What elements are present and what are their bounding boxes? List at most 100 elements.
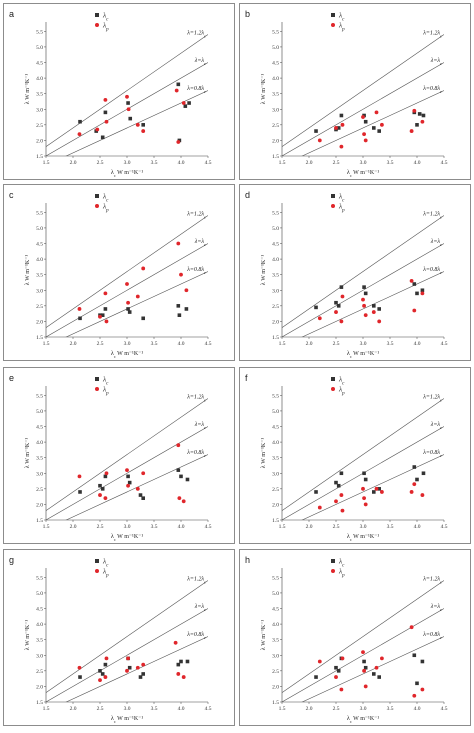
point-lambda-p — [126, 107, 131, 112]
x-axis-title: λc W m⁻¹K⁻¹ — [111, 351, 144, 359]
legend-marker-lambda-c — [95, 377, 99, 381]
point-lambda-c — [412, 653, 417, 658]
y-tick-label: 2.0 — [272, 138, 279, 144]
point-lambda-c — [314, 675, 318, 679]
reference-line-label: λ=1.2λc — [186, 211, 206, 219]
y-tick-label: 5.0 — [272, 226, 279, 232]
panel-letter: a — [9, 9, 14, 19]
x-tick-label: 1.5 — [43, 706, 50, 712]
y-tick-label: 4.0 — [272, 440, 279, 446]
reference-line-label: λ=λc — [430, 604, 442, 612]
x-tick-label: 3.5 — [387, 341, 394, 347]
panel-h: h λ=1.2λc λ=λc λ=0.8λc 1.5 2.0 2.5 3.0 3.5 4.0 4.5… — [239, 549, 471, 726]
y-tick-label: 5.5 — [272, 29, 279, 35]
x-tick-label: 4.0 — [178, 524, 185, 530]
x-axis-title: λc W m⁻¹K⁻¹ — [347, 351, 380, 359]
point-lambda-p — [362, 303, 366, 308]
reference-line — [46, 426, 208, 520]
x-tick-label: 2.5 — [97, 160, 104, 166]
point-lambda-c — [362, 471, 366, 476]
point-lambda-c — [78, 119, 82, 124]
y-tick-label: 2.5 — [36, 487, 43, 493]
y-tick-label: 5.5 — [36, 575, 43, 581]
point-lambda-c — [362, 285, 366, 289]
point-lambda-p — [409, 279, 414, 283]
y-tick-label: 5.5 — [272, 575, 279, 581]
panel-a: a λ=1.2λc λ=λc λ=0.8λc 1.5 2.0 2.5 3.0 3.5 4.0 4.5… — [3, 3, 235, 180]
point-lambda-p — [361, 486, 365, 491]
point-lambda-p — [412, 108, 417, 113]
reference-line — [46, 34, 208, 147]
y-tick-label: 2.0 — [272, 502, 279, 508]
x-tick-label: 1.5 — [279, 341, 286, 347]
y-tick-label: 1.5 — [272, 335, 279, 341]
y-tick-label: 4.0 — [272, 76, 279, 82]
y-tick-label: 3.5 — [36, 92, 43, 98]
x-tick-label: 4.5 — [205, 524, 212, 530]
reference-line-label: λ=λc — [194, 239, 206, 247]
legend-marker-lambda-c — [95, 13, 99, 17]
y-tick-label: 2.0 — [272, 684, 279, 690]
y-tick-label: 5.0 — [272, 409, 279, 415]
y-tick-label: 5.5 — [36, 29, 43, 35]
y-tick-label: 4.5 — [272, 61, 279, 67]
reference-line-label: λ=λc — [430, 58, 442, 65]
y-tick-label: 3.0 — [272, 288, 279, 294]
y-axis-title: λ W m⁻¹K⁻¹ — [25, 620, 31, 651]
point-lambda-c — [176, 468, 181, 472]
x-tick-label: 3.5 — [151, 341, 158, 347]
y-tick-label: 4.0 — [272, 257, 279, 263]
y-tick-label: 4.5 — [36, 61, 43, 67]
point-lambda-p — [317, 505, 322, 510]
legend-marker-lambda-p — [331, 23, 335, 27]
point-lambda-c — [127, 665, 132, 670]
point-lambda-c — [417, 112, 422, 116]
panel-g-svg: g λ=1.2λc λ=λc λ=0.8λc 1.5 2.0 2.5 3.0 3.5 4.0 4.5… — [9, 555, 212, 724]
panel-f-svg: f λ=1.2λc λ=λc λ=0.8λc 1.5 2.0 2.5 3.0 3.5 4.0 4.5… — [245, 373, 448, 542]
x-axis-title: λc W m⁻¹K⁻¹ — [347, 534, 380, 542]
panel-g: g λ=1.2λc λ=λc λ=0.8λc 1.5 2.0 2.5 3.0 3.5 4.0 4.5… — [3, 549, 235, 726]
y-axis-title: λ W m⁻¹K⁻¹ — [261, 74, 267, 105]
legend-marker-lambda-p — [331, 569, 335, 573]
point-lambda-c — [415, 291, 419, 296]
legend-label: λp — [102, 22, 109, 33]
point-lambda-p — [340, 508, 345, 513]
point-lambda-c — [183, 104, 188, 108]
point-lambda-p — [317, 316, 322, 321]
point-lambda-c — [314, 490, 318, 494]
y-axis-title: λ W m⁻¹K⁻¹ — [25, 74, 31, 105]
reference-line — [46, 398, 208, 511]
x-tick-label: 2.0 — [306, 706, 313, 712]
point-lambda-p — [125, 282, 129, 286]
point-lambda-p — [184, 288, 189, 293]
point-lambda-p — [363, 138, 368, 143]
point-lambda-p — [361, 297, 365, 302]
x-tick-label: 3.5 — [151, 706, 158, 712]
point-lambda-p — [340, 656, 345, 661]
x-tick-label: 2.5 — [97, 706, 104, 712]
panel-d-svg: d λ=1.2λc λ=λc λ=0.8λc 1.5 2.0 2.5 3.0 3.5 4.0 4.5… — [245, 190, 448, 359]
reference-line-label: λ=0.8λc — [422, 267, 442, 275]
reference-line — [301, 90, 444, 156]
point-lambda-p — [141, 471, 146, 476]
legend-marker-lambda-p — [95, 204, 99, 208]
legend-marker-lambda-c — [331, 194, 335, 198]
point-lambda-c — [334, 665, 338, 670]
point-lambda-p — [98, 314, 102, 319]
point-lambda-p — [362, 496, 366, 501]
y-tick-label: 5.0 — [272, 591, 279, 597]
y-tick-label: 2.5 — [272, 304, 279, 310]
point-lambda-p — [141, 662, 146, 667]
panel-c: c λ=1.2λc λ=λc λ=0.8λc 1.5 2.0 2.5 3.0 3.5 4.0 4.5… — [3, 184, 235, 361]
y-tick-label: 3.0 — [272, 107, 279, 113]
point-lambda-c — [415, 123, 419, 127]
point-lambda-p — [317, 138, 322, 143]
point-lambda-c — [126, 101, 130, 105]
y-tick-label: 3.5 — [272, 456, 279, 462]
point-lambda-c — [421, 113, 426, 118]
reference-line — [282, 580, 444, 693]
point-lambda-c — [363, 291, 368, 296]
point-lambda-p — [362, 132, 366, 137]
x-tick-label: 3.0 — [360, 706, 367, 712]
